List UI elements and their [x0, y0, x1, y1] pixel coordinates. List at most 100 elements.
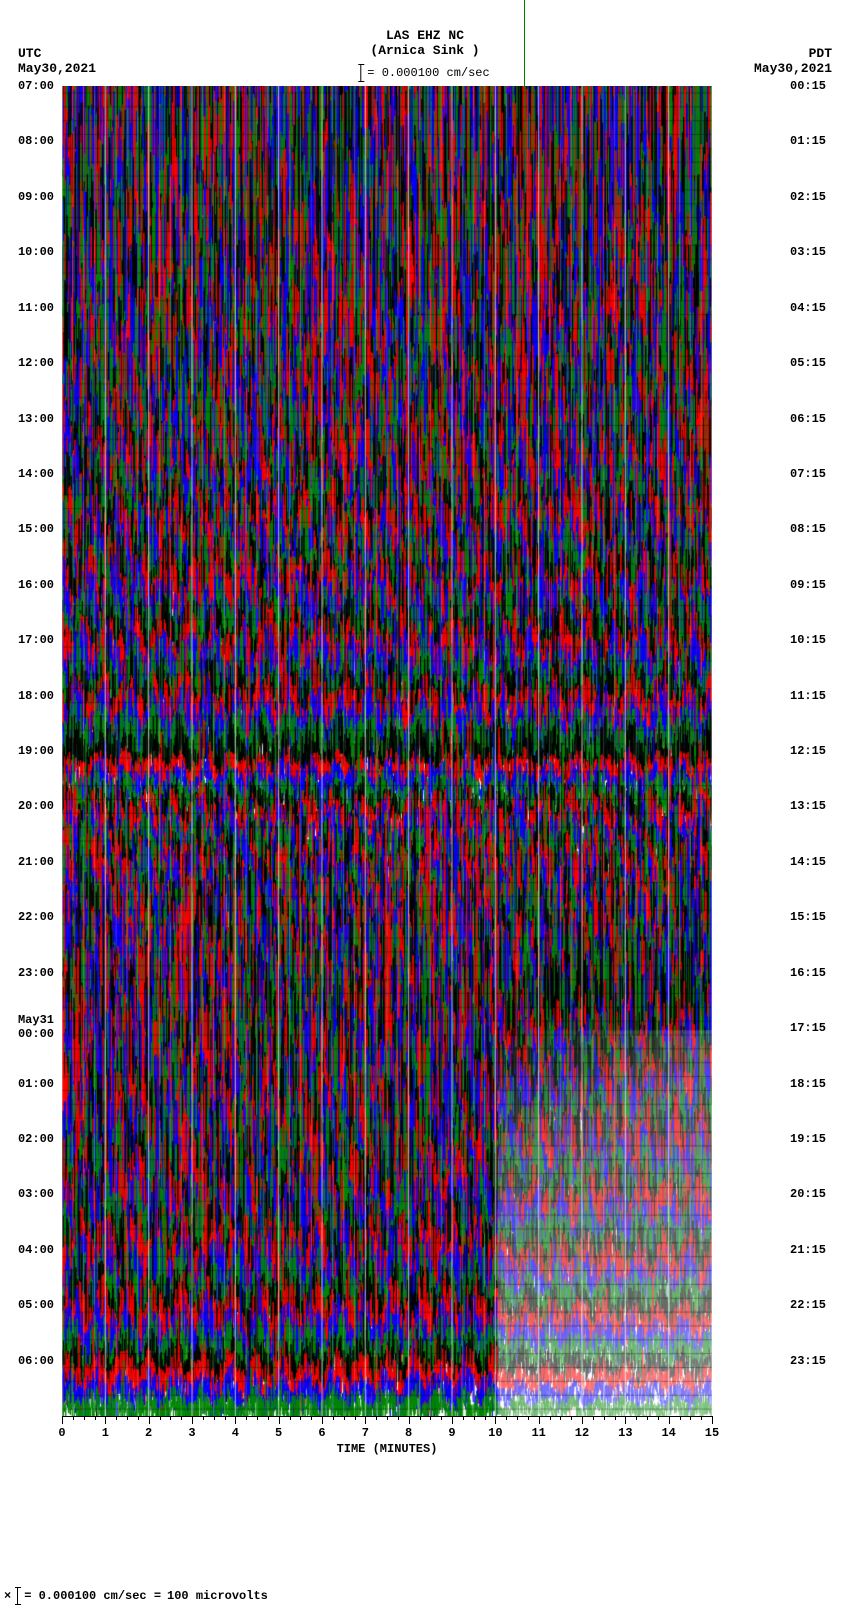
plot-area [62, 86, 712, 1416]
x-tick-major [669, 1416, 670, 1424]
x-tick-label: 0 [58, 1426, 65, 1440]
x-tick-minor [485, 1416, 486, 1420]
seismogram-canvas [62, 86, 712, 1416]
left-axis: 07:0008:0009:0010:0011:0012:0013:0014:00… [0, 86, 60, 1416]
footer-scale: = 0.000100 cm/sec = [24, 1589, 161, 1603]
x-tick-minor [430, 1416, 431, 1420]
x-tick-minor [257, 1416, 258, 1420]
x-tick-label: 1 [102, 1426, 109, 1440]
x-tick-major [365, 1416, 366, 1424]
axis-tick-label: 08:15 [790, 522, 850, 536]
x-tick-minor [116, 1416, 117, 1420]
right-axis: 00:1501:1502:1503:1504:1505:1506:1507:15… [784, 86, 850, 1416]
axis-tick-label: 23:15 [790, 1354, 850, 1368]
x-tick-minor [528, 1416, 529, 1420]
axis-tick-label: 11:15 [790, 689, 850, 703]
axis-tick-label: 10:00 [0, 245, 54, 259]
axis-tick-label: 05:15 [790, 356, 850, 370]
x-tick-minor [571, 1416, 572, 1420]
x-tick-minor [647, 1416, 648, 1420]
x-tick-label: 4 [232, 1426, 239, 1440]
axis-tick-label: 21:15 [790, 1243, 850, 1257]
x-tick-minor [474, 1416, 475, 1420]
axis-tick-label: 12:15 [790, 744, 850, 758]
axis-tick-label: 01:15 [790, 134, 850, 148]
x-tick-label: 12 [575, 1426, 589, 1440]
right-date: May30,2021 [754, 61, 832, 76]
x-tick-minor [73, 1416, 74, 1420]
x-tick-minor [138, 1416, 139, 1420]
x-tick-minor [225, 1416, 226, 1420]
x-tick-minor [506, 1416, 507, 1420]
axis-tick-label: 04:00 [0, 1243, 54, 1257]
x-tick-minor [658, 1416, 659, 1420]
x-tick-label: 5 [275, 1426, 282, 1440]
axis-tick-label: May31 [0, 1013, 54, 1027]
axis-tick-label: 14:00 [0, 467, 54, 481]
x-tick-minor [615, 1416, 616, 1420]
x-tick-major [235, 1416, 236, 1424]
x-tick-label: 9 [448, 1426, 455, 1440]
axis-tick-label: 06:00 [0, 1354, 54, 1368]
axis-tick-label: 09:00 [0, 190, 54, 204]
axis-tick-label: 00:15 [790, 79, 850, 93]
x-tick-minor [311, 1416, 312, 1420]
x-tick-minor [203, 1416, 204, 1420]
x-tick-minor [95, 1416, 96, 1420]
header-left: UTC May30,2021 [18, 46, 96, 76]
x-tick-minor [181, 1416, 182, 1420]
axis-tick-label: 00:00 [0, 1027, 54, 1041]
left-date: May30,2021 [18, 61, 96, 76]
station-location: (Arnica Sink ) [0, 43, 850, 58]
axis-tick-label: 01:00 [0, 1077, 54, 1091]
x-tick-major [452, 1416, 453, 1424]
x-tick-label: 11 [531, 1426, 545, 1440]
axis-tick-label: 15:00 [0, 522, 54, 536]
x-tick-major [149, 1416, 150, 1424]
x-tick-minor [214, 1416, 215, 1420]
x-tick-major [582, 1416, 583, 1424]
x-tick-minor [680, 1416, 681, 1420]
axis-tick-label: 22:15 [790, 1298, 850, 1312]
x-tick-label: 13 [618, 1426, 632, 1440]
x-tick-label: 2 [145, 1426, 152, 1440]
x-tick-minor [344, 1416, 345, 1420]
x-tick-minor [376, 1416, 377, 1420]
axis-tick-label: 06:15 [790, 412, 850, 426]
axis-tick-label: 14:15 [790, 855, 850, 869]
axis-tick-label: 02:00 [0, 1132, 54, 1146]
x-tick-minor [355, 1416, 356, 1420]
x-tick-label: 15 [705, 1426, 719, 1440]
footer: × = 0.000100 cm/sec = 100 microvolts [4, 1587, 268, 1605]
left-tz: UTC [18, 46, 96, 61]
x-tick-major [539, 1416, 540, 1424]
x-axis: TIME (MINUTES) 0123456789101112131415 [62, 1416, 712, 1466]
axis-tick-label: 04:15 [790, 301, 850, 315]
right-tz: PDT [754, 46, 832, 61]
x-tick-minor [701, 1416, 702, 1420]
x-tick-minor [170, 1416, 171, 1420]
axis-tick-label: 19:00 [0, 744, 54, 758]
x-tick-major [105, 1416, 106, 1424]
x-tick-minor [441, 1416, 442, 1420]
axis-tick-label: 22:00 [0, 910, 54, 924]
axis-tick-label: 08:00 [0, 134, 54, 148]
axis-tick-label: 20:15 [790, 1187, 850, 1201]
axis-tick-label: 05:00 [0, 1298, 54, 1312]
scale-bar-icon [17, 1587, 18, 1605]
x-tick-major [192, 1416, 193, 1424]
x-tick-minor [604, 1416, 605, 1420]
x-tick-major [322, 1416, 323, 1424]
axis-tick-label: 11:00 [0, 301, 54, 315]
axis-tick-label: 07:00 [0, 79, 54, 93]
axis-tick-label: 09:15 [790, 578, 850, 592]
header-right: PDT May30,2021 [754, 46, 832, 76]
axis-tick-label: 07:15 [790, 467, 850, 481]
axis-tick-label: 18:15 [790, 1077, 850, 1091]
x-tick-minor [387, 1416, 388, 1420]
x-tick-major [62, 1416, 63, 1424]
x-tick-label: 3 [188, 1426, 195, 1440]
x-tick-label: 7 [362, 1426, 369, 1440]
x-tick-minor [290, 1416, 291, 1420]
x-tick-minor [550, 1416, 551, 1420]
